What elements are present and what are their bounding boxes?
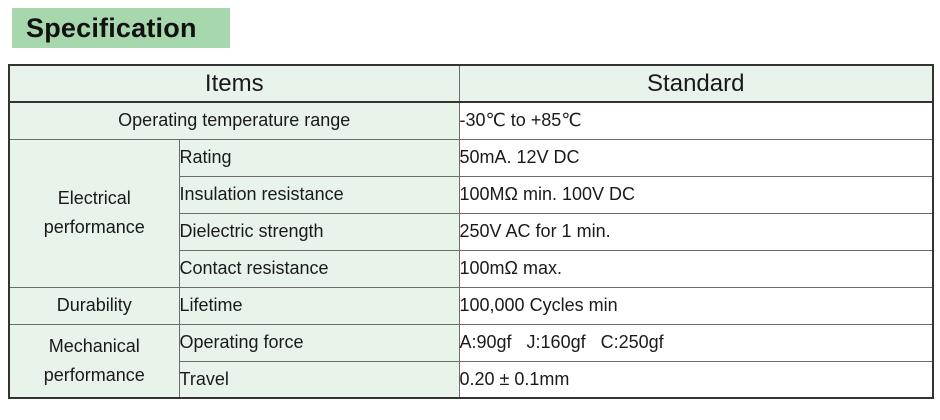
- group-durability: Durability: [8, 286, 180, 325]
- table-row: Durability Lifetime 100,000 Cycles min: [8, 286, 934, 325]
- item-operating-temperature: Operating temperature range: [8, 101, 460, 140]
- standard-dielectric-strength: 250V AC for 1 min.: [458, 212, 934, 251]
- group-mechanical: Mechanical performance: [8, 323, 180, 399]
- item-dielectric-strength: Dielectric strength: [178, 212, 460, 251]
- item-rating: Rating: [178, 138, 460, 177]
- table-row: Travel 0.20 ± 0.1mm: [9, 360, 934, 399]
- standard-rating: 50mA. 12V DC: [458, 138, 934, 177]
- item-contact-resistance: Contact resistance: [178, 249, 460, 288]
- standard-operating-temperature: -30℃ to +85℃: [458, 101, 934, 140]
- section-title: Specification: [26, 12, 197, 43]
- item-lifetime: Lifetime: [178, 286, 460, 325]
- standard-operating-force: A:90gf J:160gf C:250gf: [458, 323, 934, 362]
- standard-contact-resistance: 100mΩ max.: [458, 249, 934, 288]
- item-operating-force: Operating force: [178, 323, 460, 362]
- item-travel: Travel: [178, 360, 460, 399]
- header-standard: Standard: [458, 64, 934, 103]
- group-electrical: Electrical performance: [8, 138, 180, 288]
- section-title-badge: Specification: [12, 8, 230, 48]
- table-row: Contact resistance 100mΩ max.: [9, 249, 934, 288]
- table-row: Dielectric strength 250V AC for 1 min.: [9, 212, 934, 251]
- table-row: Insulation resistance 100MΩ min. 100V DC: [9, 175, 934, 214]
- table-row: Operating temperature range -30℃ to +85℃: [8, 101, 934, 140]
- table-row: Electrical performance Rating 50mA. 12V …: [8, 138, 934, 288]
- item-insulation-resistance: Insulation resistance: [178, 175, 460, 214]
- standard-travel: 0.20 ± 0.1mm: [458, 360, 934, 399]
- specification-table: Items Standard Operating temperature ran…: [8, 64, 934, 399]
- standard-insulation-resistance: 100MΩ min. 100V DC: [458, 175, 934, 214]
- header-items: Items: [8, 64, 460, 103]
- table-row: Mechanical performance Operating force A…: [8, 323, 934, 399]
- standard-lifetime: 100,000 Cycles min: [458, 286, 934, 325]
- table-header-row: Items Standard: [8, 64, 934, 103]
